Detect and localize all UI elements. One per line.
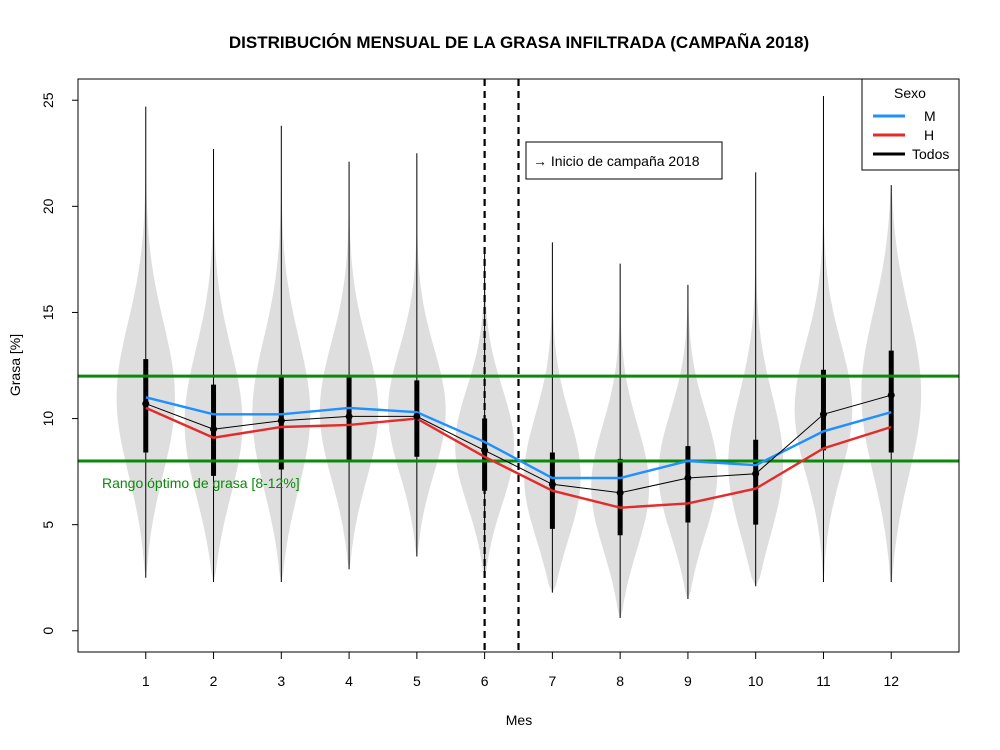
campaign-annotation-text: → Inicio de campaña 2018	[533, 153, 700, 169]
series-lines	[142, 391, 895, 509]
x-tick-label: 2	[210, 673, 218, 689]
todos-point	[684, 474, 692, 482]
x-tick-label: 1	[142, 673, 150, 689]
x-tick-label: 4	[345, 673, 353, 689]
series-line-todos	[145, 394, 892, 494]
x-tick-label: 12	[883, 673, 899, 689]
x-tick-label: 9	[684, 673, 692, 689]
y-tick-label: 25	[40, 92, 56, 108]
legend: Sexo M H Todos	[861, 78, 960, 171]
todos-point	[548, 480, 556, 488]
y-axis-label: Grasa [%]	[7, 334, 23, 396]
todos-point	[277, 417, 285, 425]
x-tick-label: 6	[481, 673, 489, 689]
chart-title: DISTRIBUCIÓN MENSUAL DE LA GRASA INFILTR…	[229, 32, 809, 52]
x-tick-label: 3	[277, 673, 285, 689]
todos-point	[616, 489, 624, 497]
todos-point	[481, 446, 489, 454]
x-tick-label: 7	[548, 673, 556, 689]
todos-point	[142, 400, 150, 408]
legend-label-m: M	[924, 108, 936, 124]
legend-label-h: H	[924, 127, 934, 143]
x-axis: 1 2 3 4 5 6 7 8 9 10 11 12	[142, 652, 899, 689]
todos-point	[819, 410, 827, 418]
plot-frame	[77, 78, 960, 653]
todos-point	[752, 470, 760, 478]
series-line-h	[145, 406, 892, 509]
series-line-m	[145, 396, 892, 480]
legend-title: Sexo	[894, 85, 926, 101]
legend-label-todos: Todos	[912, 146, 949, 162]
campaign-annotation: → Inicio de campaña 2018	[525, 141, 723, 180]
y-tick-label: 10	[40, 411, 56, 427]
y-axis: 0 5 10 15 20 25	[40, 92, 78, 635]
y-tick-label: 5	[40, 521, 56, 529]
range-annotation-text: Rango óptimo de grasa [8-12%]	[102, 475, 300, 491]
x-tick-label: 5	[413, 673, 421, 689]
y-tick-label: 15	[40, 304, 56, 320]
x-tick-label: 8	[616, 673, 624, 689]
x-tick-label: 11	[816, 673, 831, 689]
todos-point	[345, 412, 353, 420]
x-tick-label: 10	[748, 673, 764, 689]
x-axis-label: Mes	[506, 712, 532, 728]
todos-point	[413, 412, 421, 420]
todos-point	[887, 391, 895, 399]
y-tick-label: 20	[40, 198, 56, 214]
y-tick-label: 0	[40, 627, 56, 635]
campaign-annotation-box	[525, 141, 723, 180]
todos-point	[210, 425, 218, 433]
